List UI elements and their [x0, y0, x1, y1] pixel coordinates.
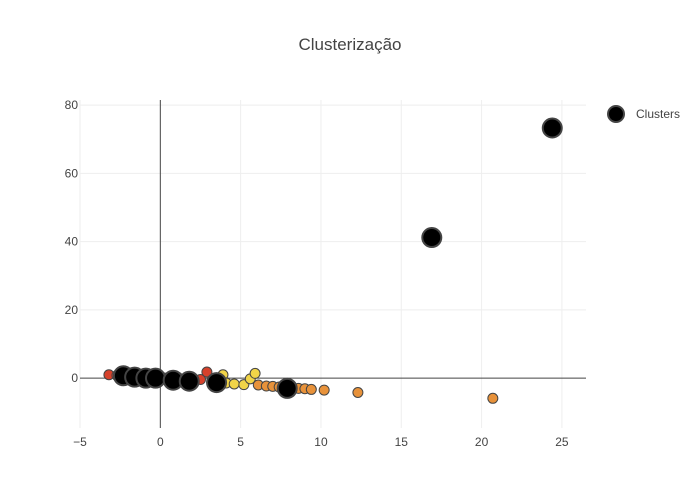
cluster-point — [276, 377, 298, 399]
y-tick-label: 60 — [65, 166, 79, 180]
data-point — [305, 383, 317, 395]
y-tick-label: 20 — [65, 303, 79, 317]
x-tick-label: 15 — [395, 435, 409, 449]
cluster-point — [144, 367, 166, 389]
grid-layer — [79, 100, 586, 428]
y-tick-label: 40 — [65, 235, 79, 249]
cluster-point — [541, 117, 563, 139]
x-tick-label: 0 — [157, 435, 164, 449]
x-tick-label: 25 — [555, 435, 569, 449]
x-tick-label: 5 — [237, 435, 244, 449]
cluster-point — [421, 227, 443, 249]
data-point — [487, 392, 499, 404]
data-point — [352, 387, 364, 399]
data-point — [201, 366, 213, 378]
x-tick-label: 20 — [475, 435, 489, 449]
legend-label-clusters: Clusters — [636, 107, 680, 121]
y-tick-label: 80 — [65, 98, 79, 112]
cluster-point — [206, 372, 228, 394]
data-point — [249, 367, 261, 379]
data-point — [228, 378, 240, 390]
x-tick-label: −5 — [73, 435, 87, 449]
legend-marker-clusters — [607, 105, 625, 123]
y-tick-label: 0 — [71, 371, 78, 385]
x-tick-label: 10 — [314, 435, 328, 449]
data-point — [318, 384, 330, 396]
clusters-layer — [112, 117, 563, 399]
legend[interactable]: Clusters — [607, 105, 680, 123]
chart-title: Clusterização — [299, 35, 402, 54]
tick-labels: −5 0 5 10 15 20 25 0 20 40 60 80 — [65, 98, 569, 449]
cluster-point — [178, 370, 200, 392]
